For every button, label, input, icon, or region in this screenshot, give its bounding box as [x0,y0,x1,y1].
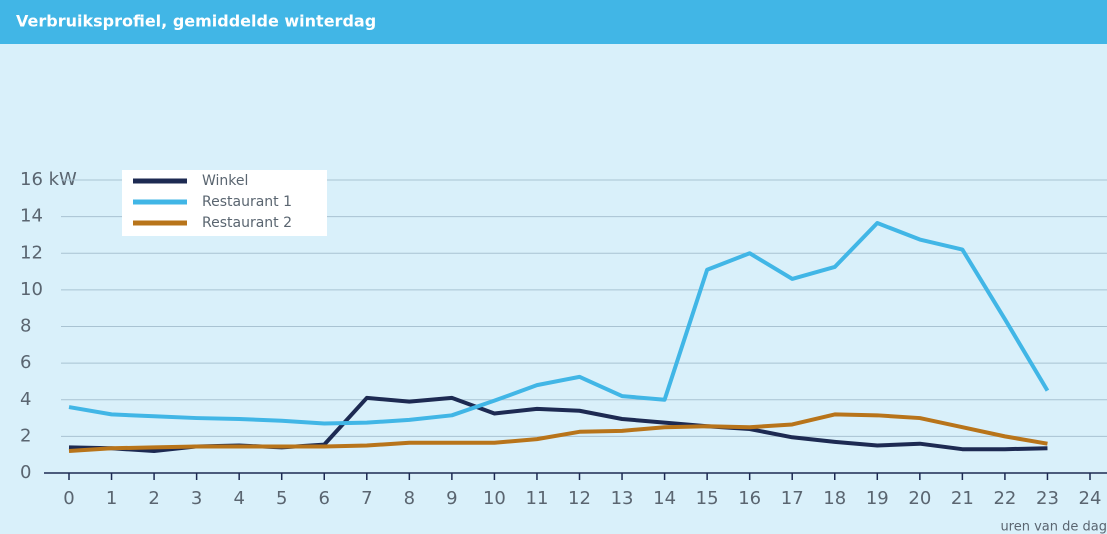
x-tick-label: 23 [1036,488,1059,509]
x-axis-label: uren van de dag [1000,520,1107,534]
x-tick-label: 20 [908,488,931,509]
line-series [68,221,1050,426]
x-tick-label: 2 [148,488,159,509]
legend-label: Winkel [202,173,248,189]
y-tick-label: 14 [20,206,43,227]
legend-label: Restaurant 2 [202,215,292,231]
header-band [0,0,1107,44]
x-tick-label: 9 [446,488,457,509]
x-tick-label: 24 [1079,488,1102,509]
line-series [68,412,1048,454]
x-tick-label: 16 [738,488,761,509]
x-tick-label: 0 [63,488,74,509]
y-tick-label: 6 [20,352,31,373]
x-tick-label: 12 [568,488,591,509]
x-tick-label: 21 [951,488,974,509]
x-tick-label: 13 [611,488,634,509]
x-tick-label: 3 [191,488,202,509]
y-tick-label: 10 [20,279,43,300]
x-tick-label: 4 [233,488,244,509]
y-tick-label: 16 kW [20,169,77,190]
x-tick-label: 17 [781,488,804,509]
x-tick-label: 15 [696,488,719,509]
x-tick-label: 7 [361,488,372,509]
y-tick-label: 8 [20,316,31,337]
x-tick-label: 5 [276,488,287,509]
x-tick-label: 14 [653,488,676,509]
x-tick-label: 1 [106,488,117,509]
x-tick-label: 8 [404,488,415,509]
x-tick-label: 11 [526,488,549,509]
x-tick-label: 6 [319,488,330,509]
y-tick-label: 12 [20,242,43,263]
chart-title: Verbruiksprofiel, gemiddelde winterdag [16,12,376,31]
x-tick-label: 19 [866,488,889,509]
legend-label: Restaurant 1 [202,194,292,210]
y-tick-label: 2 [20,425,31,446]
x-tick-label: 22 [993,488,1016,509]
y-tick-label: 4 [20,389,31,410]
x-tick-label: 10 [483,488,506,509]
y-tick-label: 0 [20,462,31,483]
x-tick-label: 18 [823,488,846,509]
